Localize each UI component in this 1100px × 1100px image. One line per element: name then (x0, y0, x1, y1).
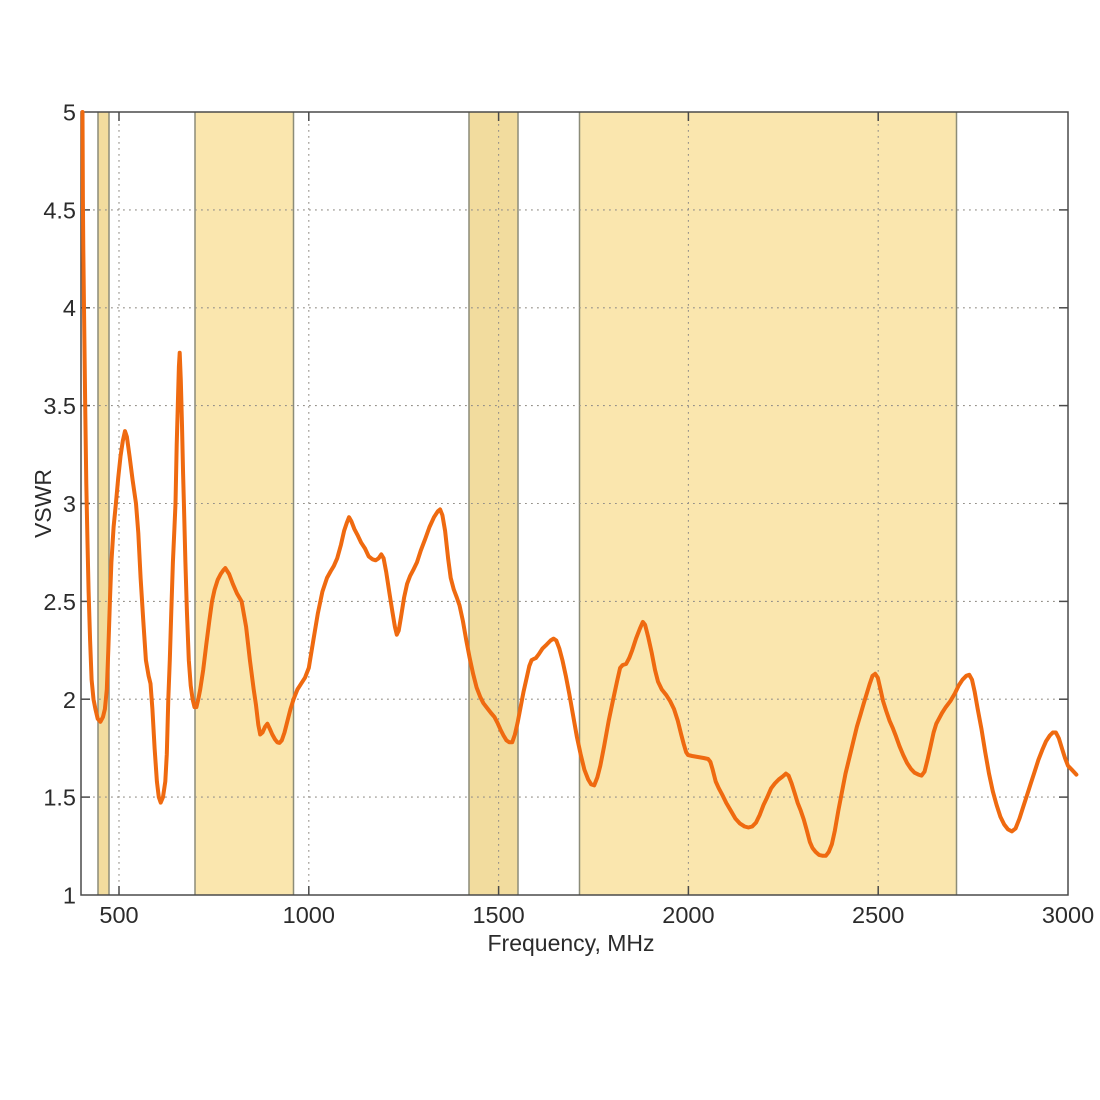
svg-text:2500: 2500 (852, 902, 904, 928)
svg-text:Frequency, MHz: Frequency, MHz (487, 930, 654, 956)
svg-text:3000: 3000 (1042, 902, 1094, 928)
svg-text:2: 2 (63, 687, 76, 713)
svg-text:4: 4 (63, 295, 76, 321)
svg-text:1: 1 (63, 883, 76, 909)
svg-text:1.5: 1.5 (43, 785, 76, 811)
svg-text:2.5: 2.5 (43, 589, 76, 615)
svg-text:3: 3 (63, 491, 76, 517)
svg-text:5: 5 (63, 100, 76, 126)
svg-text:VSWR: VSWR (30, 469, 56, 538)
svg-text:1500: 1500 (472, 902, 524, 928)
svg-text:500: 500 (99, 902, 138, 928)
svg-text:4.5: 4.5 (43, 197, 76, 223)
svg-text:2000: 2000 (662, 902, 714, 928)
svg-text:1000: 1000 (283, 902, 335, 928)
svg-text:3.5: 3.5 (43, 393, 76, 419)
